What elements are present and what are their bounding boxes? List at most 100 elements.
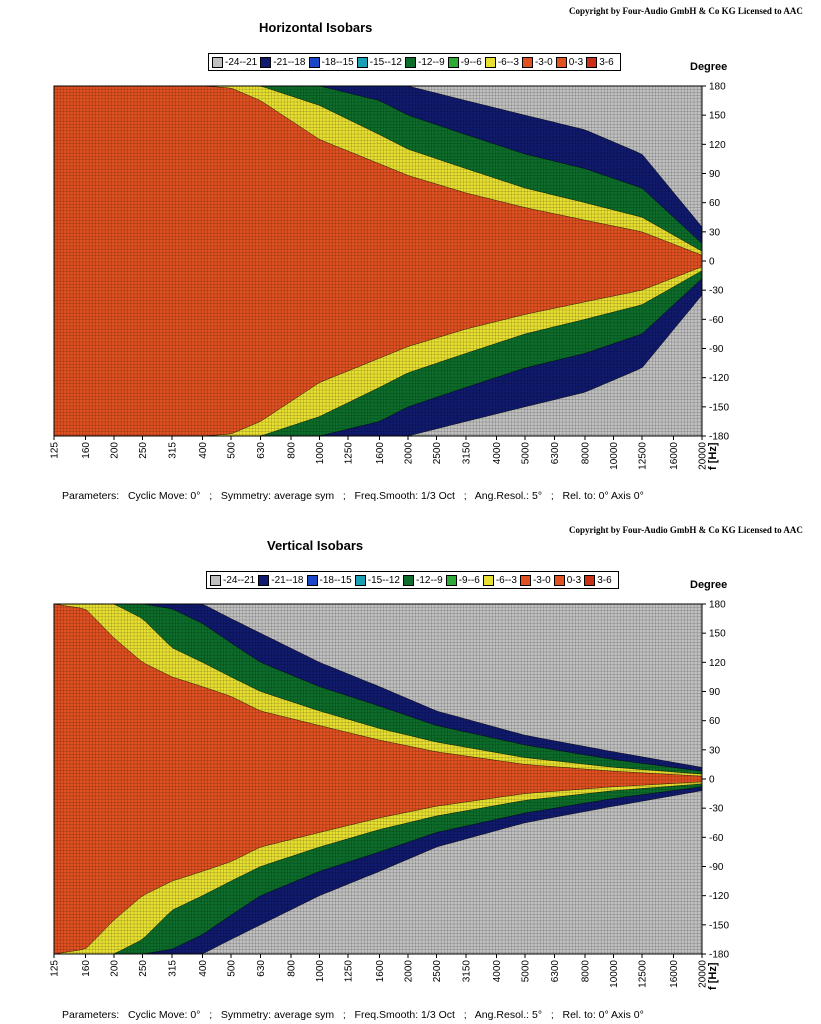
param-sep: ; [463, 490, 467, 502]
x-tick-label: 630 [256, 442, 267, 459]
x-tick-label: 6300 [550, 960, 561, 983]
legend-label: 3-6 [597, 574, 612, 586]
param-sep: ; [209, 490, 213, 502]
legend-item: -18--15 [306, 574, 352, 586]
legend-item: -12--9 [405, 56, 445, 68]
y-tick-label: -60 [709, 833, 724, 844]
legend-swatch [258, 574, 270, 586]
y-tick-label: 180 [709, 600, 726, 611]
legend-item: 0-3 [555, 56, 584, 68]
param-symmetry: Symmetry: average sym [220, 490, 335, 502]
param-sep: ; [209, 1009, 213, 1021]
legend-label: -21--18 [271, 574, 304, 586]
x-tick-label: 1600 [375, 960, 386, 983]
legend-label: 0-3 [566, 574, 582, 586]
legend-label: -21--18 [273, 56, 306, 68]
legend-swatch [212, 56, 223, 68]
x-tick-label: 2000 [404, 960, 415, 983]
x-tick-label: 1000 [315, 442, 326, 465]
x-tick-label: 1600 [375, 442, 386, 465]
param-sep: ; [550, 490, 554, 502]
y-tick-label: -90 [709, 862, 724, 873]
x-tick-label: 4000 [492, 442, 503, 465]
x-tick-label: 2500 [432, 442, 443, 465]
legend-label: -6--3 [497, 56, 519, 68]
legend-item: -6--3 [482, 574, 517, 586]
y-tick-label: 180 [709, 82, 726, 93]
parameters-line-horizontal: Parameters: Cyclic Move: 0° ; Symmetry: … [62, 490, 644, 502]
y-tick-label: 90 [709, 687, 721, 698]
legend-vertical: -24--21 -21--18 -18--15 -15--12 -12--9 -9--6 -… [206, 571, 619, 589]
legend-swatch [405, 56, 416, 68]
y-tick-label: -90 [709, 344, 724, 355]
param-sep: ; [342, 490, 346, 502]
x-tick-label: 3150 [462, 960, 473, 983]
param-cyclic: Cyclic Move: 0° [127, 1009, 201, 1021]
param-label: Parameters: [62, 1009, 120, 1021]
legend-label: -6--3 [495, 574, 517, 586]
x-tick-label: 400 [198, 442, 209, 459]
legend-swatch [445, 574, 457, 586]
legend-item: -18--15 [308, 56, 354, 68]
legend-item: -9--6 [447, 56, 482, 68]
y-tick-label: -180 [709, 950, 729, 961]
x-tick-label: 3150 [462, 442, 473, 465]
legend-label: 0-3 [568, 56, 584, 68]
x-tick-label: 125 [50, 960, 61, 977]
y-tick-label: 150 [709, 111, 726, 122]
x-tick-label: 200 [110, 960, 121, 977]
legend-label: -9--6 [460, 56, 482, 68]
x-tick-label: 4000 [492, 960, 503, 983]
legend-item: 3-6 [586, 56, 614, 68]
legend-swatch [555, 56, 567, 68]
x-tick-label: 2000 [404, 442, 415, 465]
legend-label: -3-0 [534, 56, 553, 68]
x-tick-label: 5000 [521, 442, 532, 465]
x-tick-label: 400 [198, 960, 209, 977]
x-tick-label: 1000 [315, 960, 326, 983]
param-sep: ; [463, 1009, 467, 1021]
y-tick-label: 120 [709, 658, 726, 669]
x-tick-label: 16000 [669, 960, 680, 988]
x-tick-label: 500 [227, 442, 238, 459]
y-tick-label: -180 [709, 432, 729, 443]
x-tick-label: 315 [168, 960, 179, 977]
param-cyclic: Cyclic Move: 0° [127, 490, 201, 502]
grid-lines [53, 603, 702, 954]
x-tick-label: 8000 [581, 960, 592, 983]
x-tick-label: 10000 [609, 960, 620, 988]
legend-swatch [521, 56, 533, 68]
copyright-text-horizontal: Copyright by Four-Audio GmbH & Co KG Lic… [569, 6, 803, 16]
x-tick-label: 200 [110, 442, 121, 459]
legend-item: 3-6 [584, 574, 612, 586]
param-sep: ; [550, 1009, 554, 1021]
x-tick-label: 250 [138, 442, 149, 459]
y-tick-label: -150 [709, 402, 729, 413]
legend-swatch [519, 574, 531, 586]
legend-item: -21--18 [260, 56, 306, 68]
legend-item: -6--3 [484, 56, 519, 68]
x-tick-label: 1250 [344, 960, 355, 983]
x-tick-label: 20000 [698, 960, 709, 988]
x-tick-label: 500 [227, 960, 238, 977]
legend-swatch [403, 574, 414, 586]
x-tick-label: 12500 [638, 442, 649, 470]
y-tick-label: 120 [709, 140, 726, 151]
y-tick-label: -60 [709, 315, 724, 326]
legend-swatch [553, 574, 565, 586]
legend-item: -24--21 [210, 574, 255, 586]
param-rel: Rel. to: 0° Axis 0° [562, 1009, 644, 1021]
y-axis-label-horizontal: Degree [690, 61, 728, 73]
legend-item: -15--12 [356, 56, 402, 68]
x-axis-label-vertical: f [Hz] [707, 962, 719, 991]
legend-swatch [584, 574, 596, 586]
x-tick-label: 630 [256, 960, 267, 977]
y-tick-label: -30 [709, 804, 724, 815]
x-tick-label: 800 [287, 442, 298, 459]
y-tick-label: 60 [709, 716, 721, 727]
y-axis-label-vertical: Degree [690, 579, 728, 591]
y-tick-label: -120 [709, 891, 729, 902]
legend-item: -24--21 [212, 56, 257, 68]
x-tick-label: 10000 [609, 442, 620, 470]
